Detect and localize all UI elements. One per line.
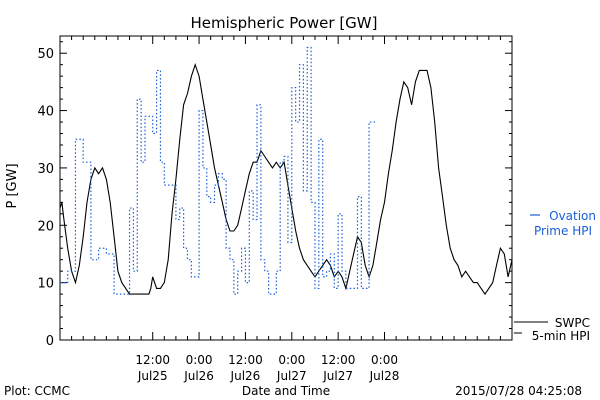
y-tick-label: 30	[37, 162, 54, 177]
footer-plot-credit: Plot: CCMC	[4, 384, 70, 398]
y-tick-label: 0	[46, 334, 54, 349]
x-tick-date-label: Jul27	[322, 369, 353, 383]
legend-label-ovation: Prime HPI	[534, 224, 592, 238]
x-tick-date-label: Jul26	[183, 369, 214, 383]
series-line-ovation	[60, 46, 377, 295]
x-tick-time-label: 0:00	[278, 353, 305, 367]
y-tick-label: 50	[37, 47, 54, 62]
x-tick-date-label: Jul26	[230, 369, 261, 383]
legend-label-swpc: 5-min HPI	[532, 329, 590, 343]
y-tick-label: 10	[37, 277, 54, 292]
plot-area: 0 10 20 30 40 50 12:00 Jul25 0:00 Jul26 12:00 Jul26…	[37, 35, 596, 383]
x-tick-date-label: Jul28	[369, 369, 400, 383]
x-tick-date-label: Jul25	[137, 369, 168, 383]
series-line-swpc	[59, 62, 513, 296]
y-tick-label: 40	[37, 105, 54, 120]
x-tick-time-label: 0:00	[186, 353, 213, 367]
x-tick-time-label: 12:00	[228, 353, 263, 367]
footer-timestamp: 2015/07/28 04:25:08	[455, 384, 582, 398]
y-tick-label: 20	[37, 219, 54, 234]
plot-frame	[59, 35, 513, 341]
x-tick-time-label: 12:00	[321, 353, 356, 367]
x-tick-time-label: 0:00	[371, 353, 398, 367]
x-tick-time-label: 12:00	[135, 353, 170, 367]
legend-label-ovation: Ovation	[549, 209, 596, 223]
x-axis-label: Date and Time	[242, 384, 330, 398]
legend-label-swpc: SWPC	[555, 316, 590, 330]
x-tick-date-label: Jul27	[276, 369, 307, 383]
chart-title: Hemispheric Power [GW]	[191, 14, 378, 32]
y-axis-label: P [GW]	[5, 163, 20, 208]
